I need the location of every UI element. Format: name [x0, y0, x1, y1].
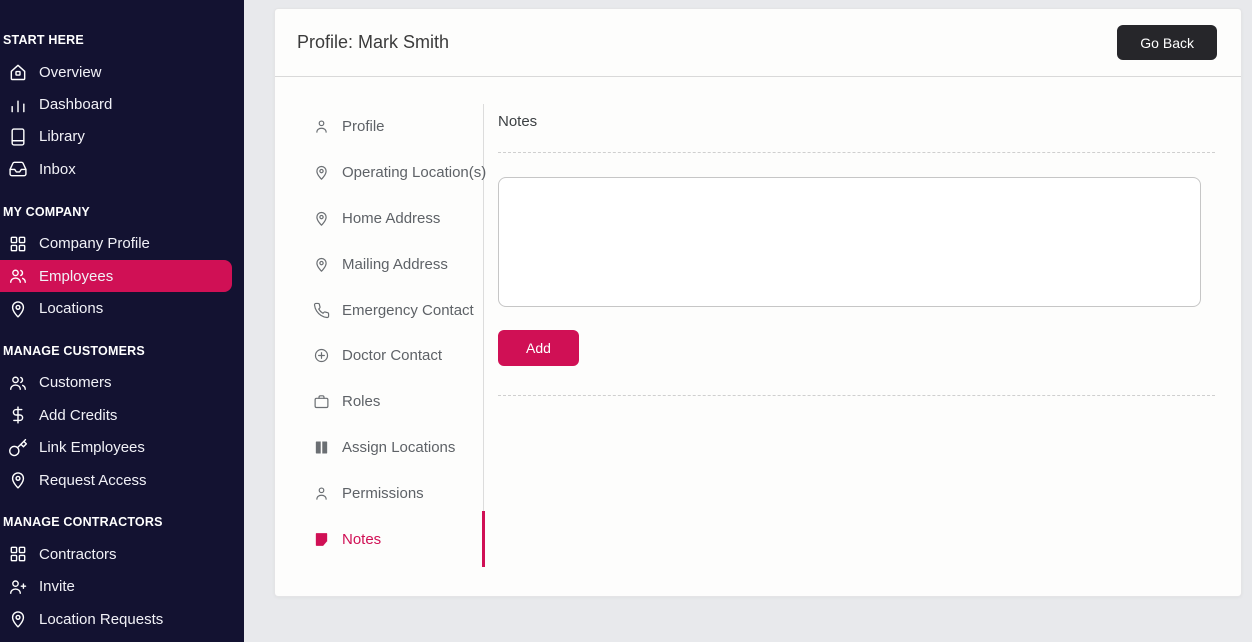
people-icon [8, 266, 28, 286]
tab-profile[interactable]: Profile [275, 104, 483, 150]
sidebar-section-manage-customers: MANAGE CUSTOMERS Customers Add Credits L… [0, 343, 244, 497]
tab-column: Profile Operating Location(s) Home Addre… [275, 77, 486, 596]
inbox-icon [8, 159, 28, 179]
card-header: Profile: Mark Smith Go Back [275, 9, 1241, 77]
circle-plus-icon [313, 347, 330, 364]
sidebar-item-location-requests[interactable]: Location Requests [0, 603, 244, 635]
tab-emergency-contact[interactable]: Emergency Contact [275, 287, 483, 333]
sidebar-item-request-access[interactable]: Request Access [0, 464, 244, 496]
sidebar-item-company-profile[interactable]: Company Profile [0, 228, 244, 260]
card-body: Profile Operating Location(s) Home Addre… [275, 77, 1241, 596]
sidebar-item-invite[interactable]: Invite [0, 571, 244, 603]
add-button[interactable]: Add [498, 330, 579, 366]
tab-mailing-address[interactable]: Mailing Address [275, 241, 483, 287]
map-pin-icon [313, 256, 330, 273]
map-pin-icon [313, 210, 330, 227]
notes-heading: Notes [498, 113, 538, 130]
map-pin-icon [8, 609, 28, 629]
map-pin-icon [8, 470, 28, 490]
sidebar-section-manage-contractors: MANAGE CONTRACTORS Contractors Invite Lo… [0, 514, 244, 635]
briefcase-icon [313, 393, 330, 410]
map-pin-icon [8, 299, 28, 319]
map-pin-icon [313, 164, 330, 181]
sidebar-item-customers[interactable]: Customers [0, 367, 244, 399]
person-icon [313, 118, 330, 135]
tab-home-address[interactable]: Home Address [275, 196, 483, 242]
grid-icon [8, 234, 28, 254]
tab-permissions[interactable]: Permissions [275, 470, 483, 516]
divider [498, 395, 1215, 396]
sidebar-item-overview[interactable]: Overview [0, 56, 244, 88]
go-back-button[interactable]: Go Back [1117, 25, 1217, 60]
bar-chart-icon [8, 95, 28, 115]
page-title: Profile: Mark Smith [297, 32, 450, 52]
section-label: START HERE [3, 33, 84, 47]
tab-operating-locations[interactable]: Operating Location(s) [275, 150, 486, 196]
notes-panel: Notes Add [484, 77, 1241, 596]
sidebar-item-inbox[interactable]: Inbox [0, 153, 244, 185]
sidebar-item-dashboard[interactable]: Dashboard [0, 88, 244, 120]
book-filled-icon [313, 439, 330, 456]
section-label: MANAGE CUSTOMERS [3, 343, 145, 358]
grid-icon [8, 544, 28, 564]
sidebar-item-employees[interactable]: Employees [0, 259, 232, 293]
sidebar-section-start-here: START HERE Overview Dashboard Library In… [0, 32, 244, 186]
tab-doctor-contact[interactable]: Doctor Contact [275, 333, 483, 379]
sidebar-item-add-credits[interactable]: Add Credits [0, 399, 244, 431]
person-add-icon [8, 577, 28, 597]
home-icon [8, 62, 28, 82]
section-label: MANAGE CONTRACTORS [3, 515, 163, 530]
sidebar-item-link-employees[interactable]: Link Employees [0, 432, 244, 464]
tab-list: Profile Operating Location(s) Home Addre… [275, 104, 486, 567]
tab-assign-locations[interactable]: Assign Locations [275, 425, 483, 471]
book-icon [8, 127, 28, 147]
sidebar-item-contractors[interactable]: Contractors [0, 538, 244, 570]
sidebar: START HERE Overview Dashboard Library In… [0, 0, 244, 642]
tab-roles[interactable]: Roles [275, 379, 483, 425]
divider [498, 152, 1215, 153]
phone-icon [313, 302, 330, 319]
people-icon [8, 373, 28, 393]
tab-notes[interactable]: Notes [275, 511, 485, 567]
profile-card: Profile: Mark Smith Go Back Profile Oper… [274, 8, 1242, 597]
dollar-icon [8, 405, 28, 425]
note-filled-icon [313, 531, 330, 548]
notes-textarea[interactable] [498, 177, 1201, 307]
sidebar-item-locations[interactable]: Locations [0, 292, 244, 324]
sidebar-section-my-company: MY COMPANY Company Profile Employees Loc… [0, 204, 244, 325]
section-label: MY COMPANY [3, 204, 90, 219]
key-icon [8, 438, 28, 458]
person-icon [313, 485, 330, 502]
sidebar-item-library[interactable]: Library [0, 121, 244, 153]
